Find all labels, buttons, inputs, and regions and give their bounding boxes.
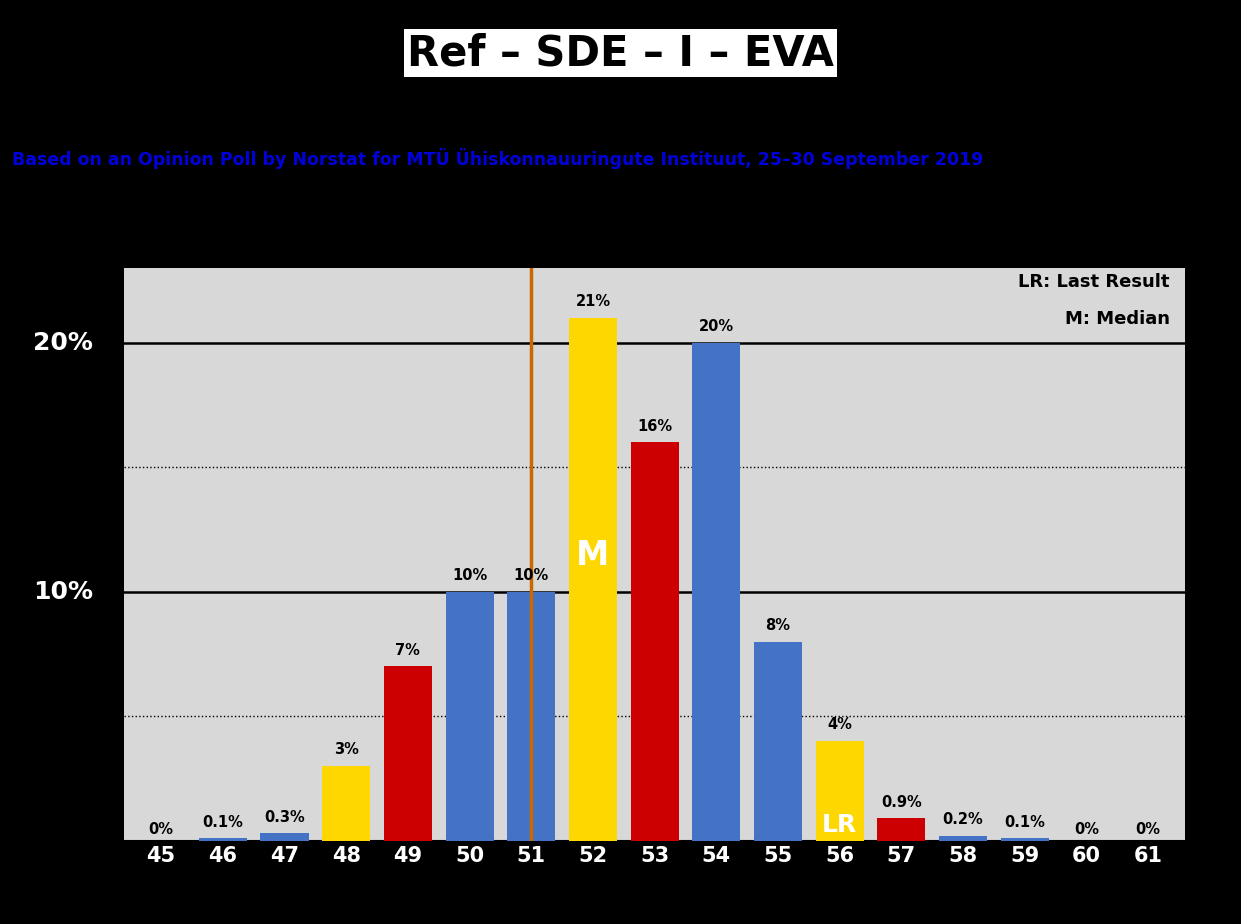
Text: 10%: 10% <box>452 568 488 583</box>
Bar <box>261 833 309 841</box>
Text: 7%: 7% <box>396 643 421 658</box>
Text: 0.1%: 0.1% <box>1004 815 1045 830</box>
Bar <box>508 591 555 841</box>
Text: 8%: 8% <box>766 618 791 633</box>
Text: 0.2%: 0.2% <box>943 812 983 827</box>
Text: 16%: 16% <box>637 419 673 433</box>
Bar <box>939 836 987 841</box>
Bar <box>877 819 926 841</box>
Text: 20%: 20% <box>699 319 733 334</box>
Text: 0%: 0% <box>149 822 174 837</box>
Text: 3%: 3% <box>334 742 359 758</box>
Text: 4%: 4% <box>828 718 853 733</box>
Text: M: M <box>576 539 609 572</box>
Text: 0%: 0% <box>1073 822 1100 837</box>
Bar <box>692 343 741 841</box>
Bar <box>1000 838 1049 841</box>
Text: Based on an Opinion Poll by Norstat for MTÜ Ühiskonnauuringute Instituut, 25–30 : Based on an Opinion Poll by Norstat for … <box>12 148 984 169</box>
Text: LR: Last Result: LR: Last Result <box>1018 273 1170 291</box>
Text: 10%: 10% <box>514 568 549 583</box>
Bar <box>815 741 864 841</box>
Bar <box>323 766 370 841</box>
Text: Ref – SDE – I – EVA: Ref – SDE – I – EVA <box>407 32 834 74</box>
Bar <box>199 838 247 841</box>
Text: 0.9%: 0.9% <box>881 795 922 809</box>
Text: Probability Mass Function for the Number of Seats in the Riigikogu: Probability Mass Function for the Number… <box>252 97 989 116</box>
Bar <box>630 443 679 841</box>
Text: LR: LR <box>822 813 858 837</box>
Text: 21%: 21% <box>576 294 611 309</box>
Text: © 2020 Filip van Laenen: © 2020 Filip van Laenen <box>1221 394 1231 530</box>
Text: 10%: 10% <box>34 579 93 603</box>
Text: M: Median: M: Median <box>1065 310 1170 328</box>
Bar <box>383 666 432 841</box>
Text: 0.3%: 0.3% <box>264 809 305 824</box>
Text: 0.1%: 0.1% <box>202 815 243 830</box>
Bar <box>568 318 617 841</box>
Bar <box>446 591 494 841</box>
Text: 20%: 20% <box>34 331 93 355</box>
Text: 0%: 0% <box>1136 822 1160 837</box>
Bar <box>755 641 802 841</box>
